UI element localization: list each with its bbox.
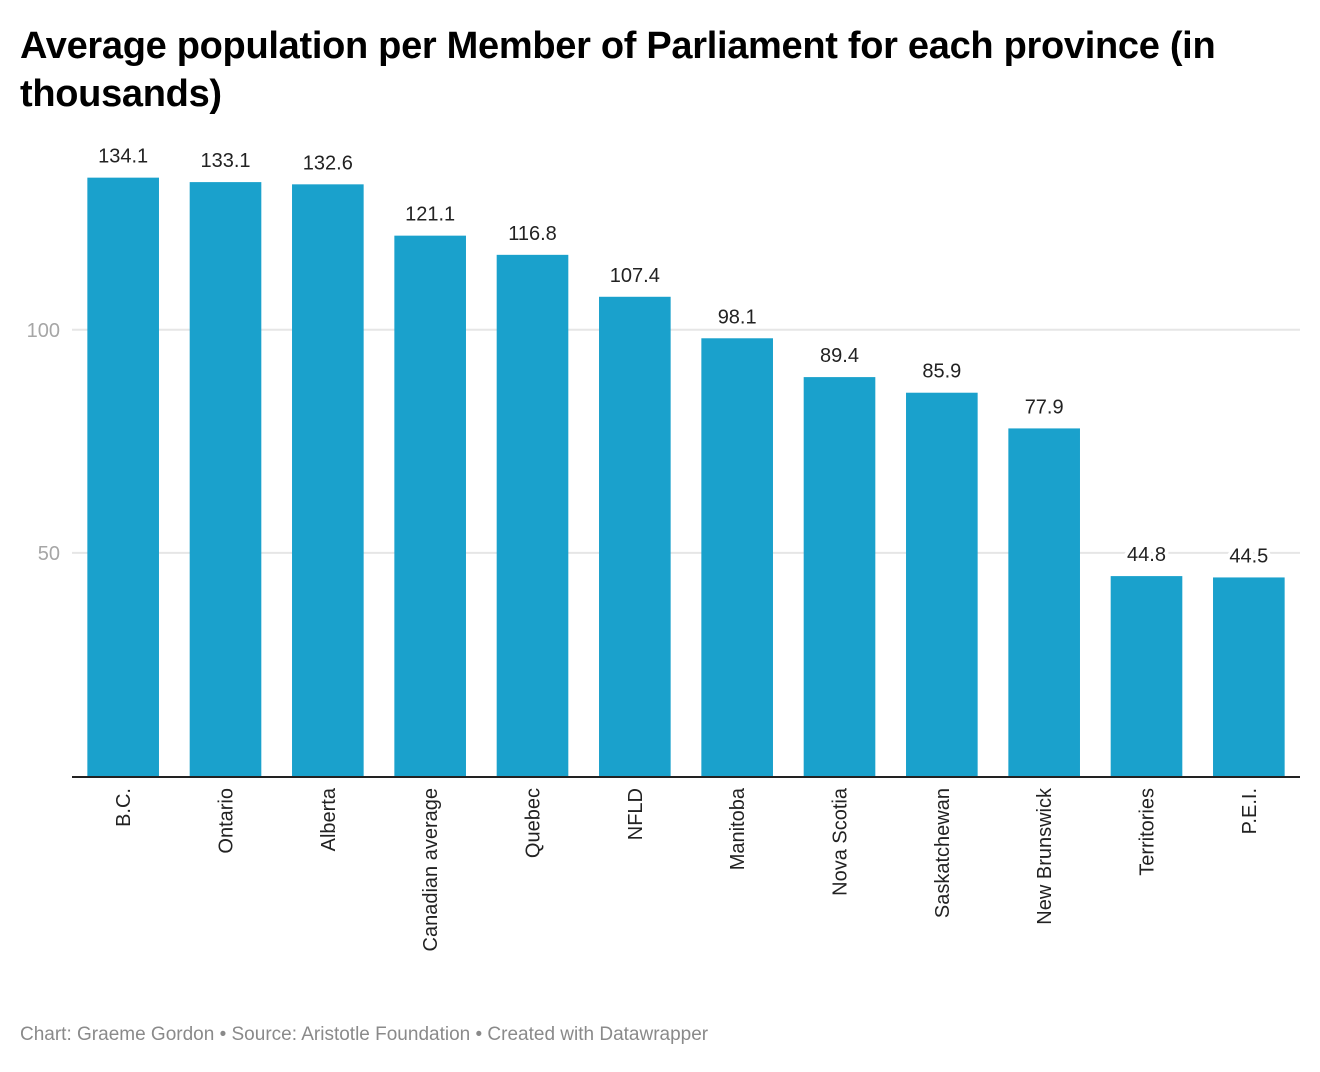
value-label: 89.4 <box>820 345 859 367</box>
value-label: 116.8 <box>508 223 557 245</box>
x-axis-label: Alberta <box>318 787 340 851</box>
value-label: 44.5 <box>1229 545 1268 567</box>
value-label-halo: 98.1 <box>718 306 757 328</box>
value-label: 98.1 <box>718 306 757 328</box>
bar-territories <box>1110 576 1183 776</box>
value-label: 107.4 <box>610 265 660 287</box>
value-label: 134.1 <box>98 146 148 168</box>
value-label-halo: 116.8 <box>508 223 557 245</box>
value-label: 85.9 <box>922 361 961 383</box>
x-axis-label: Manitoba <box>727 787 749 870</box>
bar-new-brunswick <box>1008 428 1080 776</box>
value-label: 133.1 <box>200 150 250 172</box>
x-axis-label: Nova Scotia <box>830 787 852 896</box>
bar-p-e-i <box>1213 577 1285 776</box>
y-tick-label: 100 <box>27 320 60 342</box>
value-label-halo: 89.4 <box>820 345 859 367</box>
chart-footer-credits: Chart: Graeme Gordon • Source: Aristotle… <box>20 1024 709 1045</box>
value-label: 121.1 <box>405 204 455 226</box>
value-label: 44.8 <box>1127 544 1166 566</box>
x-axis-label: Territories <box>1137 788 1159 876</box>
gridlines: 50 100 <box>27 320 1300 565</box>
x-axis-label: Canadian average <box>420 788 442 951</box>
value-label-halo: 77.9 <box>1025 396 1064 418</box>
value-label-halo: 107.4 <box>610 265 660 287</box>
bar-b-c <box>87 177 159 776</box>
x-axis-label: B.C. <box>113 788 135 827</box>
value-label-halo: 132.6 <box>303 152 353 174</box>
value-label-halo: 85.9 <box>922 361 961 383</box>
y-tick-label: 50 <box>38 543 60 565</box>
x-axis-label: Quebec <box>523 788 545 858</box>
value-label-halo: 44.5 <box>1229 545 1268 567</box>
value-label-halo: 133.1 <box>200 150 250 172</box>
x-axis-label: Saskatchewan <box>932 788 954 918</box>
bar-nova-scotia <box>803 377 876 776</box>
bars <box>87 177 1285 777</box>
x-axis-label: New Brunswick <box>1034 787 1056 925</box>
bar-canadian-average <box>394 235 466 776</box>
value-label: 132.6 <box>303 152 353 174</box>
chart-title: Average population per Member of Parliam… <box>20 25 1216 115</box>
value-label-halo: 121.1 <box>405 204 455 226</box>
value-label-halo: 44.8 <box>1127 544 1166 566</box>
x-axis-label: NFLD <box>625 788 647 840</box>
value-label: 77.9 <box>1025 396 1064 418</box>
bar-ontario <box>189 182 262 777</box>
value-label-halo: 134.1 <box>98 146 148 168</box>
bar-manitoba <box>701 338 773 776</box>
bar-saskatchewan <box>906 392 978 776</box>
x-axis-labels: B.C. Ontario Alberta Canadian average Quebec… <box>113 787 1261 951</box>
x-axis-label: Ontario <box>216 788 238 854</box>
bar-quebec <box>496 254 569 777</box>
bar-nfld <box>599 296 671 776</box>
x-axis-label: P.E.I. <box>1239 788 1261 834</box>
bar-alberta <box>292 184 364 776</box>
